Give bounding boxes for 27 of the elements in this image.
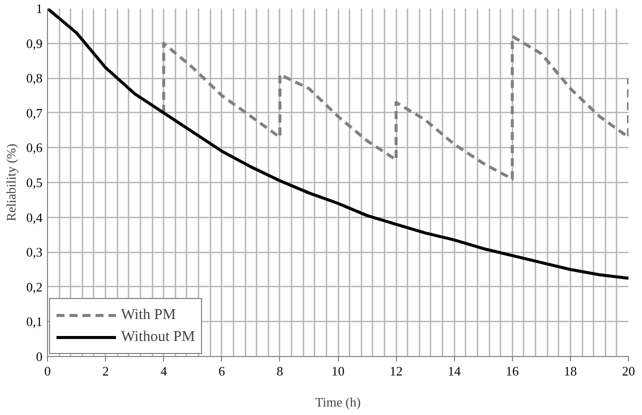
x-tick-label: 12	[390, 364, 403, 378]
x-tick-label: 18	[564, 364, 577, 378]
x-tick-label: 8	[276, 364, 284, 378]
x-tick-label: 10	[332, 364, 344, 378]
x-tick-label: 4	[160, 364, 168, 378]
x-tick-label: 2	[102, 364, 109, 378]
x-tick-label: 16	[506, 364, 520, 378]
legend-label: Without PM	[121, 328, 195, 346]
y-tick-label: 0,6	[26, 140, 43, 156]
y-tick-label: 0,5	[26, 175, 42, 190]
x-axis-title: Time (h)	[315, 394, 361, 410]
x-tick-label: 14	[448, 364, 462, 378]
y-tick-label: 0,1	[26, 314, 42, 330]
x-tick-label: 20	[622, 364, 635, 378]
x-tick-label: 6	[218, 364, 226, 378]
y-tick-label: 1	[36, 1, 42, 16]
line-series	[162, 34, 628, 181]
y-tick-label: 0,2	[26, 279, 42, 294]
y-axis-title: Reliability (%)	[3, 144, 18, 222]
y-tick-label: 0,9	[26, 36, 42, 51]
y-tick-label: 0,7	[26, 105, 43, 120]
y-tick-label: 0,8	[26, 70, 42, 86]
legend-label: With PM	[121, 306, 176, 324]
y-tick-label: 0,3	[26, 244, 42, 260]
y-tick-label: 0	[36, 349, 42, 364]
line-series	[48, 8, 628, 280]
y-tick-label: 0,4	[26, 210, 43, 225]
